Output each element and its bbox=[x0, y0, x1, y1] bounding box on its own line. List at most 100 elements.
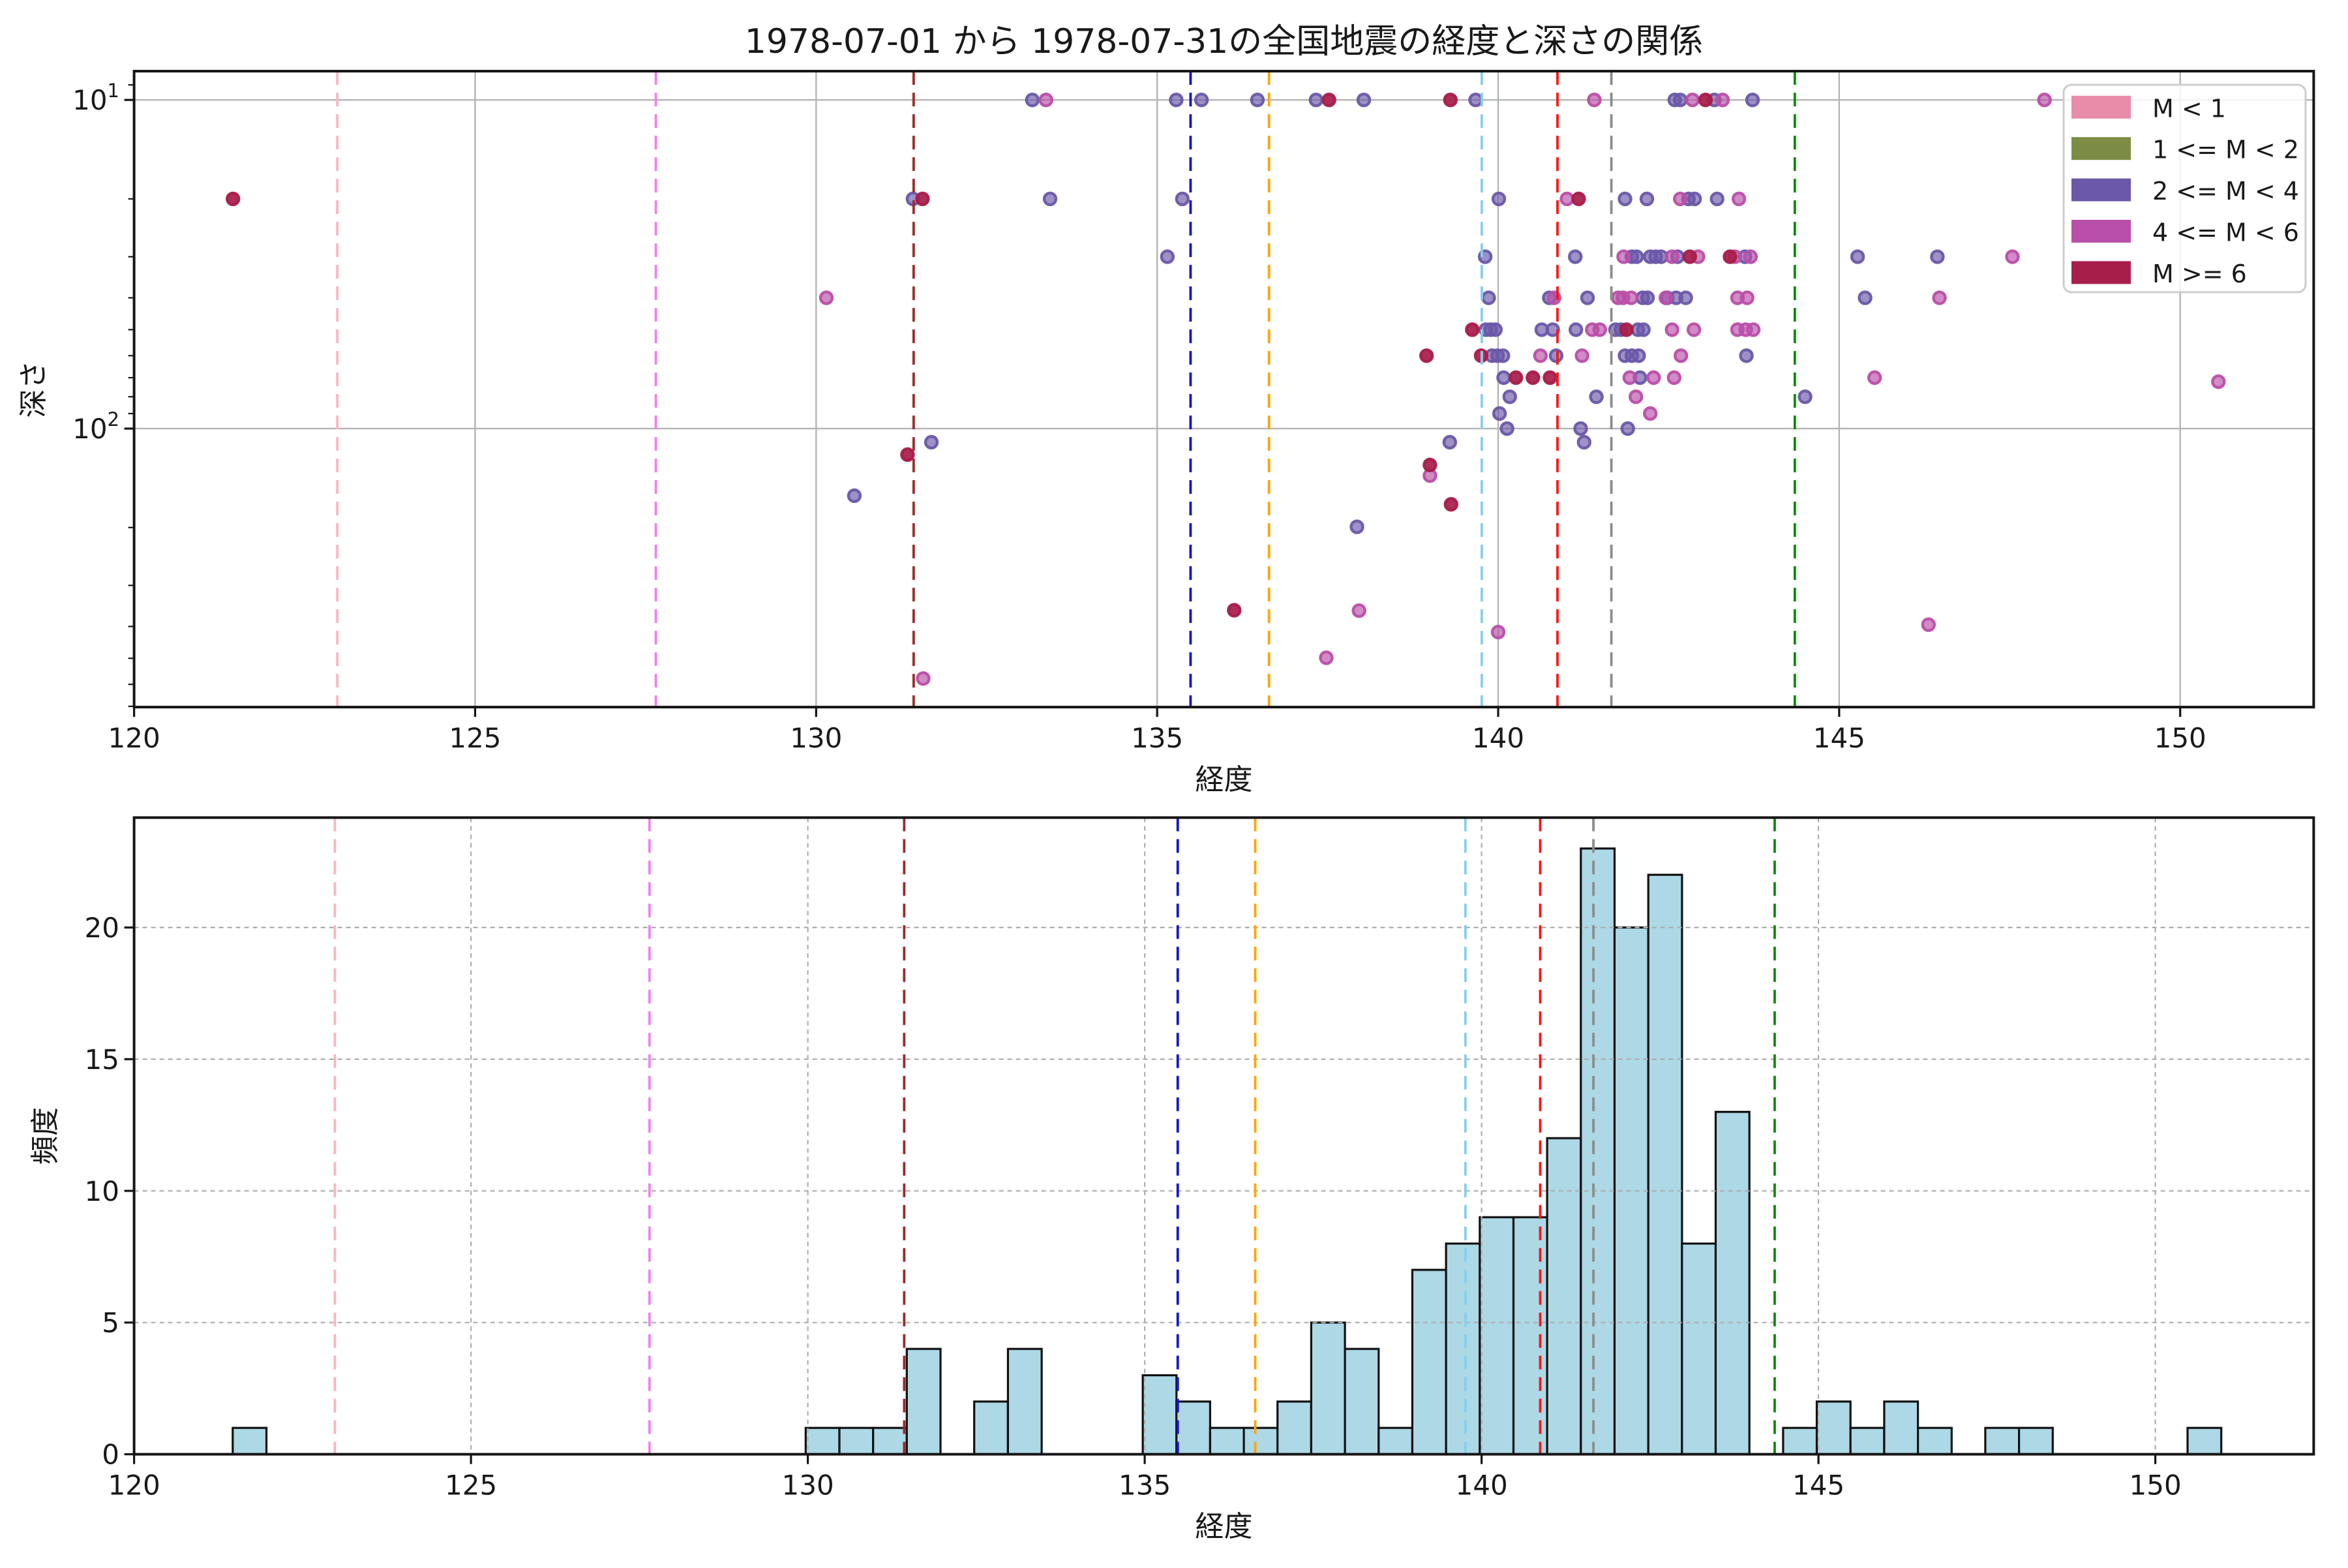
scatter-point-orchid bbox=[1685, 92, 1700, 108]
scatter-point-orchid bbox=[916, 671, 931, 686]
scatter-point-purple bbox=[1160, 249, 1175, 264]
scatter-point-purple bbox=[1850, 249, 1865, 264]
histogram-bar bbox=[838, 1426, 875, 1456]
scatter-point-purple bbox=[1687, 191, 1702, 207]
scatter-point-orchid bbox=[1622, 370, 1638, 385]
x-tick-label: 135 bbox=[1119, 1470, 1171, 1501]
histogram-bar bbox=[1006, 1348, 1043, 1456]
scatter-point-crimson bbox=[915, 191, 930, 207]
histogram-bars bbox=[232, 847, 2223, 1456]
legend-swatch bbox=[2071, 220, 2131, 243]
legend: M < 1 1 <= M < 2 2 <= M < 4 4 <= M < 6 M >= … bbox=[2062, 83, 2307, 294]
legend-label: 4 <= M < 6 bbox=[2152, 219, 2299, 247]
histogram-bar bbox=[1714, 1111, 1751, 1456]
histogram-bar bbox=[804, 1426, 841, 1456]
x-tick-label: 150 bbox=[2154, 722, 2206, 754]
scatter-point-crimson bbox=[1682, 249, 1698, 264]
scatter-point-purple bbox=[1499, 421, 1514, 436]
scatter-point-crimson bbox=[1422, 457, 1437, 472]
histogram-bar bbox=[1445, 1242, 1481, 1456]
y-tick-label: 101 bbox=[72, 80, 119, 116]
histogram-gridlines bbox=[134, 817, 2314, 1455]
scatter-point-purple bbox=[1580, 290, 1595, 305]
scatter-point-orchid bbox=[1731, 191, 1747, 207]
scatter-point-orchid bbox=[1921, 617, 1936, 632]
scatter-point-orchid bbox=[2037, 92, 2052, 108]
histogram-bar bbox=[232, 1426, 268, 1456]
scatter-point-purple bbox=[1573, 421, 1588, 436]
x-tick-label: 140 bbox=[1456, 1470, 1508, 1501]
scatter-point-crimson bbox=[1321, 92, 1336, 108]
y-tick-label: 0 bbox=[102, 1439, 119, 1471]
scatter-point-purple bbox=[1175, 191, 1190, 207]
scatter-point-orchid bbox=[1932, 290, 1947, 305]
scatter-point-crimson bbox=[1619, 322, 1634, 337]
x-tick-label: 120 bbox=[108, 1470, 160, 1501]
scatter-point-orchid bbox=[1658, 290, 1674, 305]
scatter-point-purple bbox=[1025, 92, 1040, 108]
scatter-point-orchid bbox=[1686, 322, 1702, 337]
scatter-ylabel: 深さ bbox=[17, 361, 50, 418]
scatter-point-purple bbox=[1250, 92, 1265, 108]
scatter-point-purple bbox=[1745, 92, 1760, 108]
scatter-point-purple bbox=[1618, 191, 1633, 207]
histogram-bar bbox=[1411, 1269, 1447, 1456]
histogram-bar bbox=[2018, 1426, 2054, 1456]
axes-frame bbox=[132, 70, 2315, 709]
legend-swatch bbox=[2071, 261, 2131, 284]
scatter-point-purple bbox=[924, 434, 939, 450]
scatter-point-orchid bbox=[1745, 322, 1761, 337]
legend-items: M < 1 1 <= M < 2 2 <= M < 4 4 <= M < 6 M >= … bbox=[2071, 94, 2299, 288]
scatter-point-purple bbox=[1639, 191, 1655, 207]
scatter-point-purple bbox=[1678, 290, 1693, 305]
scatter-tick-labels: 120 125 130 135 140 145 150 101 102 bbox=[72, 80, 2206, 754]
histogram-axes-spines bbox=[132, 816, 2315, 1456]
scatter-point-orchid bbox=[1743, 249, 1758, 264]
histogram-bar bbox=[1546, 1137, 1582, 1456]
scatter-point-purple bbox=[1442, 434, 1458, 450]
scatter-point-crimson bbox=[1543, 370, 1558, 385]
x-tick-label: 145 bbox=[1813, 722, 1865, 754]
histogram-bar bbox=[1849, 1426, 1886, 1456]
y-tick-label: 102 bbox=[72, 408, 119, 445]
scatter-point-purple bbox=[1496, 370, 1511, 385]
scatter-point-orchid bbox=[1673, 348, 1689, 363]
histogram-axes-ticks bbox=[124, 926, 2157, 1464]
scatter-point-crimson bbox=[1571, 191, 1586, 207]
scatter-point-crimson bbox=[226, 191, 241, 207]
scatter-point-purple bbox=[1631, 348, 1646, 363]
scatter-point-orchid bbox=[1038, 92, 1053, 108]
y-tick-label: 20 bbox=[85, 912, 119, 944]
scatter-point-purple bbox=[1194, 92, 1209, 108]
scatter-region-vlines bbox=[336, 71, 1796, 708]
scatter-point-crimson bbox=[900, 447, 915, 462]
scatter-point-orchid bbox=[1739, 290, 1754, 305]
scatter-point-orchid bbox=[1623, 290, 1639, 305]
scatter-point-purple bbox=[1481, 290, 1496, 305]
scatter-point-purple bbox=[1739, 348, 1754, 363]
scatter-point-crimson bbox=[1698, 92, 1713, 108]
scatter-point-orchid bbox=[1666, 370, 1682, 385]
axes-frame bbox=[132, 816, 2315, 1456]
histogram-bar bbox=[1782, 1426, 1818, 1456]
scatter-point-purple bbox=[1798, 389, 1813, 404]
scatter-point-purple bbox=[1930, 249, 1945, 264]
scatter-point-orchid bbox=[1867, 370, 1882, 385]
scatter-point-crimson bbox=[1227, 603, 1242, 618]
histogram-tick-labels: 120 125 130 135 140 145 150 0 5 10 15 20 bbox=[85, 912, 2182, 1501]
histogram-ylabel: 頻度 bbox=[29, 1108, 62, 1165]
histogram-bar bbox=[1883, 1400, 1919, 1456]
scatter-point-purple bbox=[1308, 92, 1324, 108]
scatter-point-crimson bbox=[1508, 370, 1524, 385]
x-tick-label: 120 bbox=[108, 722, 160, 754]
scatter-point-orchid bbox=[1533, 348, 1548, 363]
scatter-point-crimson bbox=[1723, 249, 1738, 264]
scatter-point-orchid bbox=[1646, 370, 1661, 385]
scatter-point-purple bbox=[1709, 191, 1724, 207]
scatter-point-orchid bbox=[1559, 191, 1574, 207]
scatter-point-orchid bbox=[1672, 191, 1688, 207]
scatter-point-purple bbox=[1858, 290, 1873, 305]
scatter-plot: 120 125 130 135 140 145 150 101 102 1978-07-01 か… bbox=[17, 22, 2315, 796]
